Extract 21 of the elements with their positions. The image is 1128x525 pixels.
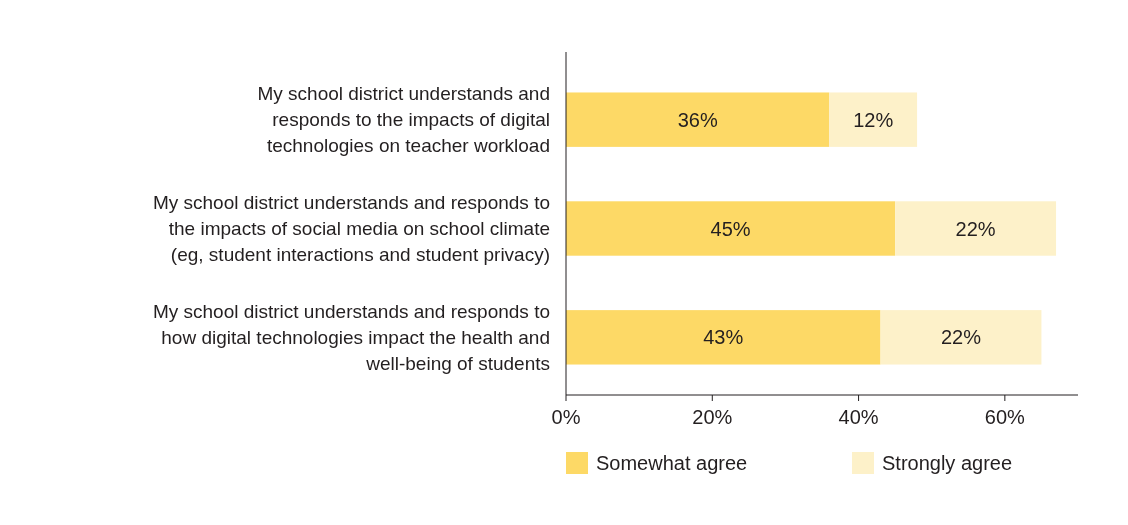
- x-tick-label: 40%: [838, 406, 879, 428]
- data-label: 22%: [940, 326, 982, 349]
- data-label: 36%: [677, 108, 718, 131]
- y-tick-label: My school district understands and responds to the impacts of social media on school climate (eg, student interactions and student privacy): [152, 192, 550, 266]
- bar: [880, 310, 1042, 365]
- data-label: 12%: [853, 108, 894, 131]
- bar: [895, 201, 1057, 256]
- legend-label: Somewhat agree: [596, 452, 748, 474]
- x-tick-label: 20%: [692, 406, 733, 428]
- y-tick-label: My school district understands and responds to how digital technologies impact the health and well-being of students: [152, 300, 550, 374]
- data-label: 43%: [703, 326, 744, 349]
- bar: [566, 201, 896, 256]
- x-tick-label: 0%: [551, 406, 581, 428]
- x-tick-label: 60%: [984, 406, 1026, 428]
- bar: [829, 92, 918, 147]
- bar: [566, 310, 881, 365]
- data-label: 45%: [710, 217, 751, 240]
- data-label: 22%: [955, 217, 996, 240]
- bar: [566, 92, 830, 147]
- y-tick-label: My school district understands and responds to the impacts of digital technologies on teacher workload: [257, 83, 550, 157]
- legend-label: Strongly agree: [882, 452, 1013, 474]
